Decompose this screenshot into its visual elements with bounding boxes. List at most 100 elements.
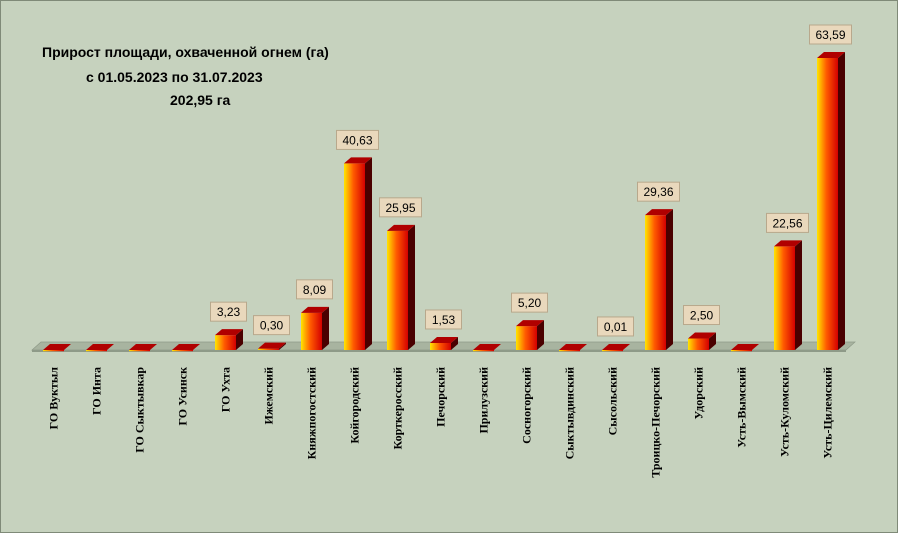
bar-front [344, 163, 365, 350]
bar-top [215, 329, 243, 336]
data-label-text: 1,53 [432, 313, 456, 327]
data-label-text: 29,36 [643, 185, 673, 199]
bar-top [774, 240, 802, 247]
data-label: 25,95 [379, 197, 422, 218]
bar-front [774, 246, 795, 350]
category-label: Сысольский [606, 367, 620, 435]
category-label: Усть-Вымский [735, 367, 749, 448]
category-label: ГО Ухта [219, 367, 233, 412]
data-label-text: 22,56 [772, 216, 802, 230]
bar [387, 224, 415, 350]
data-label: 8,09 [296, 279, 333, 300]
data-label-text: 0,01 [604, 320, 628, 334]
category-label: Сосногорский [520, 367, 534, 444]
data-label-text: 0,30 [260, 319, 284, 333]
bar [516, 320, 544, 350]
category-label: Удорский [692, 367, 706, 420]
bar-side [365, 157, 372, 350]
chart-floor-edge [32, 350, 846, 352]
chart-title: Прирост площади, охваченной огнем (га) [42, 44, 329, 60]
data-label-box [379, 197, 422, 218]
bar-front [43, 350, 64, 352]
data-label-text: 5,20 [518, 296, 542, 310]
category-label: Корткеросский [391, 367, 405, 450]
bar-side [709, 332, 716, 350]
bar-front [602, 349, 623, 352]
data-label-text: 2,50 [690, 309, 714, 323]
bar-top [301, 306, 329, 313]
data-label-text: 40,63 [342, 133, 372, 147]
bar-front [215, 335, 236, 350]
bar-top [129, 344, 157, 350]
category-label: Койгородский [348, 367, 362, 444]
bar-top [473, 344, 501, 350]
data-label: 2,50 [683, 305, 720, 326]
bar [559, 344, 587, 352]
data-label-box [766, 212, 809, 233]
bar-front [86, 350, 107, 352]
bar [645, 209, 673, 350]
bar-side [537, 320, 544, 350]
bar [215, 329, 243, 350]
category-label: Усть-Куломский [778, 367, 792, 457]
data-label-box [296, 279, 333, 300]
data-label: 3,23 [210, 301, 247, 322]
bar-front [430, 342, 451, 350]
bar-top [43, 344, 71, 350]
category-label: Прилузский [477, 367, 491, 434]
data-label: 40,63 [336, 129, 379, 150]
data-label-box [253, 315, 290, 336]
data-label-box [683, 305, 720, 326]
bar [430, 336, 458, 350]
bar-top [817, 52, 845, 58]
data-label-text: 63,59 [815, 28, 845, 42]
category-label: Княжпогостский [305, 367, 319, 459]
bar [473, 344, 501, 352]
bar-front [817, 58, 838, 350]
data-label: 63,59 [809, 24, 852, 45]
category-label: ГО Сыктывкар [133, 367, 147, 453]
category-label: Сыктывдинский [563, 367, 577, 459]
bar-top [559, 344, 587, 350]
bar-front [645, 215, 666, 350]
bar [129, 344, 157, 352]
bar-side [623, 343, 630, 350]
bar-side [408, 224, 415, 350]
bar [172, 344, 200, 352]
data-label: 1,53 [425, 309, 462, 330]
data-label-box [637, 181, 680, 202]
data-label: 29,36 [637, 181, 680, 202]
category-label: Троицко-Печорский [649, 367, 663, 478]
category-label: Усть-Цилемский [821, 367, 835, 459]
bar-side [838, 52, 845, 350]
bar [344, 157, 372, 350]
bar [301, 306, 329, 350]
bar-front [559, 350, 580, 352]
bar-side [666, 209, 673, 350]
data-label-box [336, 129, 379, 150]
bar [43, 344, 71, 352]
chart-total: 202,95 га [170, 92, 231, 108]
bar-front [301, 312, 322, 350]
category-label: Печорский [434, 367, 448, 427]
data-label: 0,30 [253, 315, 290, 336]
bar-top [645, 209, 673, 216]
data-label-box [809, 24, 852, 45]
bar-front [688, 338, 709, 350]
bar-front [473, 350, 494, 352]
bar-side [322, 306, 329, 350]
bar-front [258, 348, 279, 350]
bar-front [129, 350, 150, 352]
bar [774, 240, 802, 350]
data-label: 0,01 [597, 316, 634, 337]
bar-top [387, 224, 415, 231]
chart-subtitle: с 01.05.2023 по 31.07.2023 [86, 69, 263, 85]
data-label-box [425, 309, 462, 330]
data-label-text: 8,09 [303, 283, 327, 297]
category-label: Ижемский [262, 367, 276, 425]
bar [258, 342, 286, 350]
data-label: 22,56 [766, 212, 809, 233]
bar-front [731, 350, 752, 352]
bar-top [731, 344, 759, 350]
